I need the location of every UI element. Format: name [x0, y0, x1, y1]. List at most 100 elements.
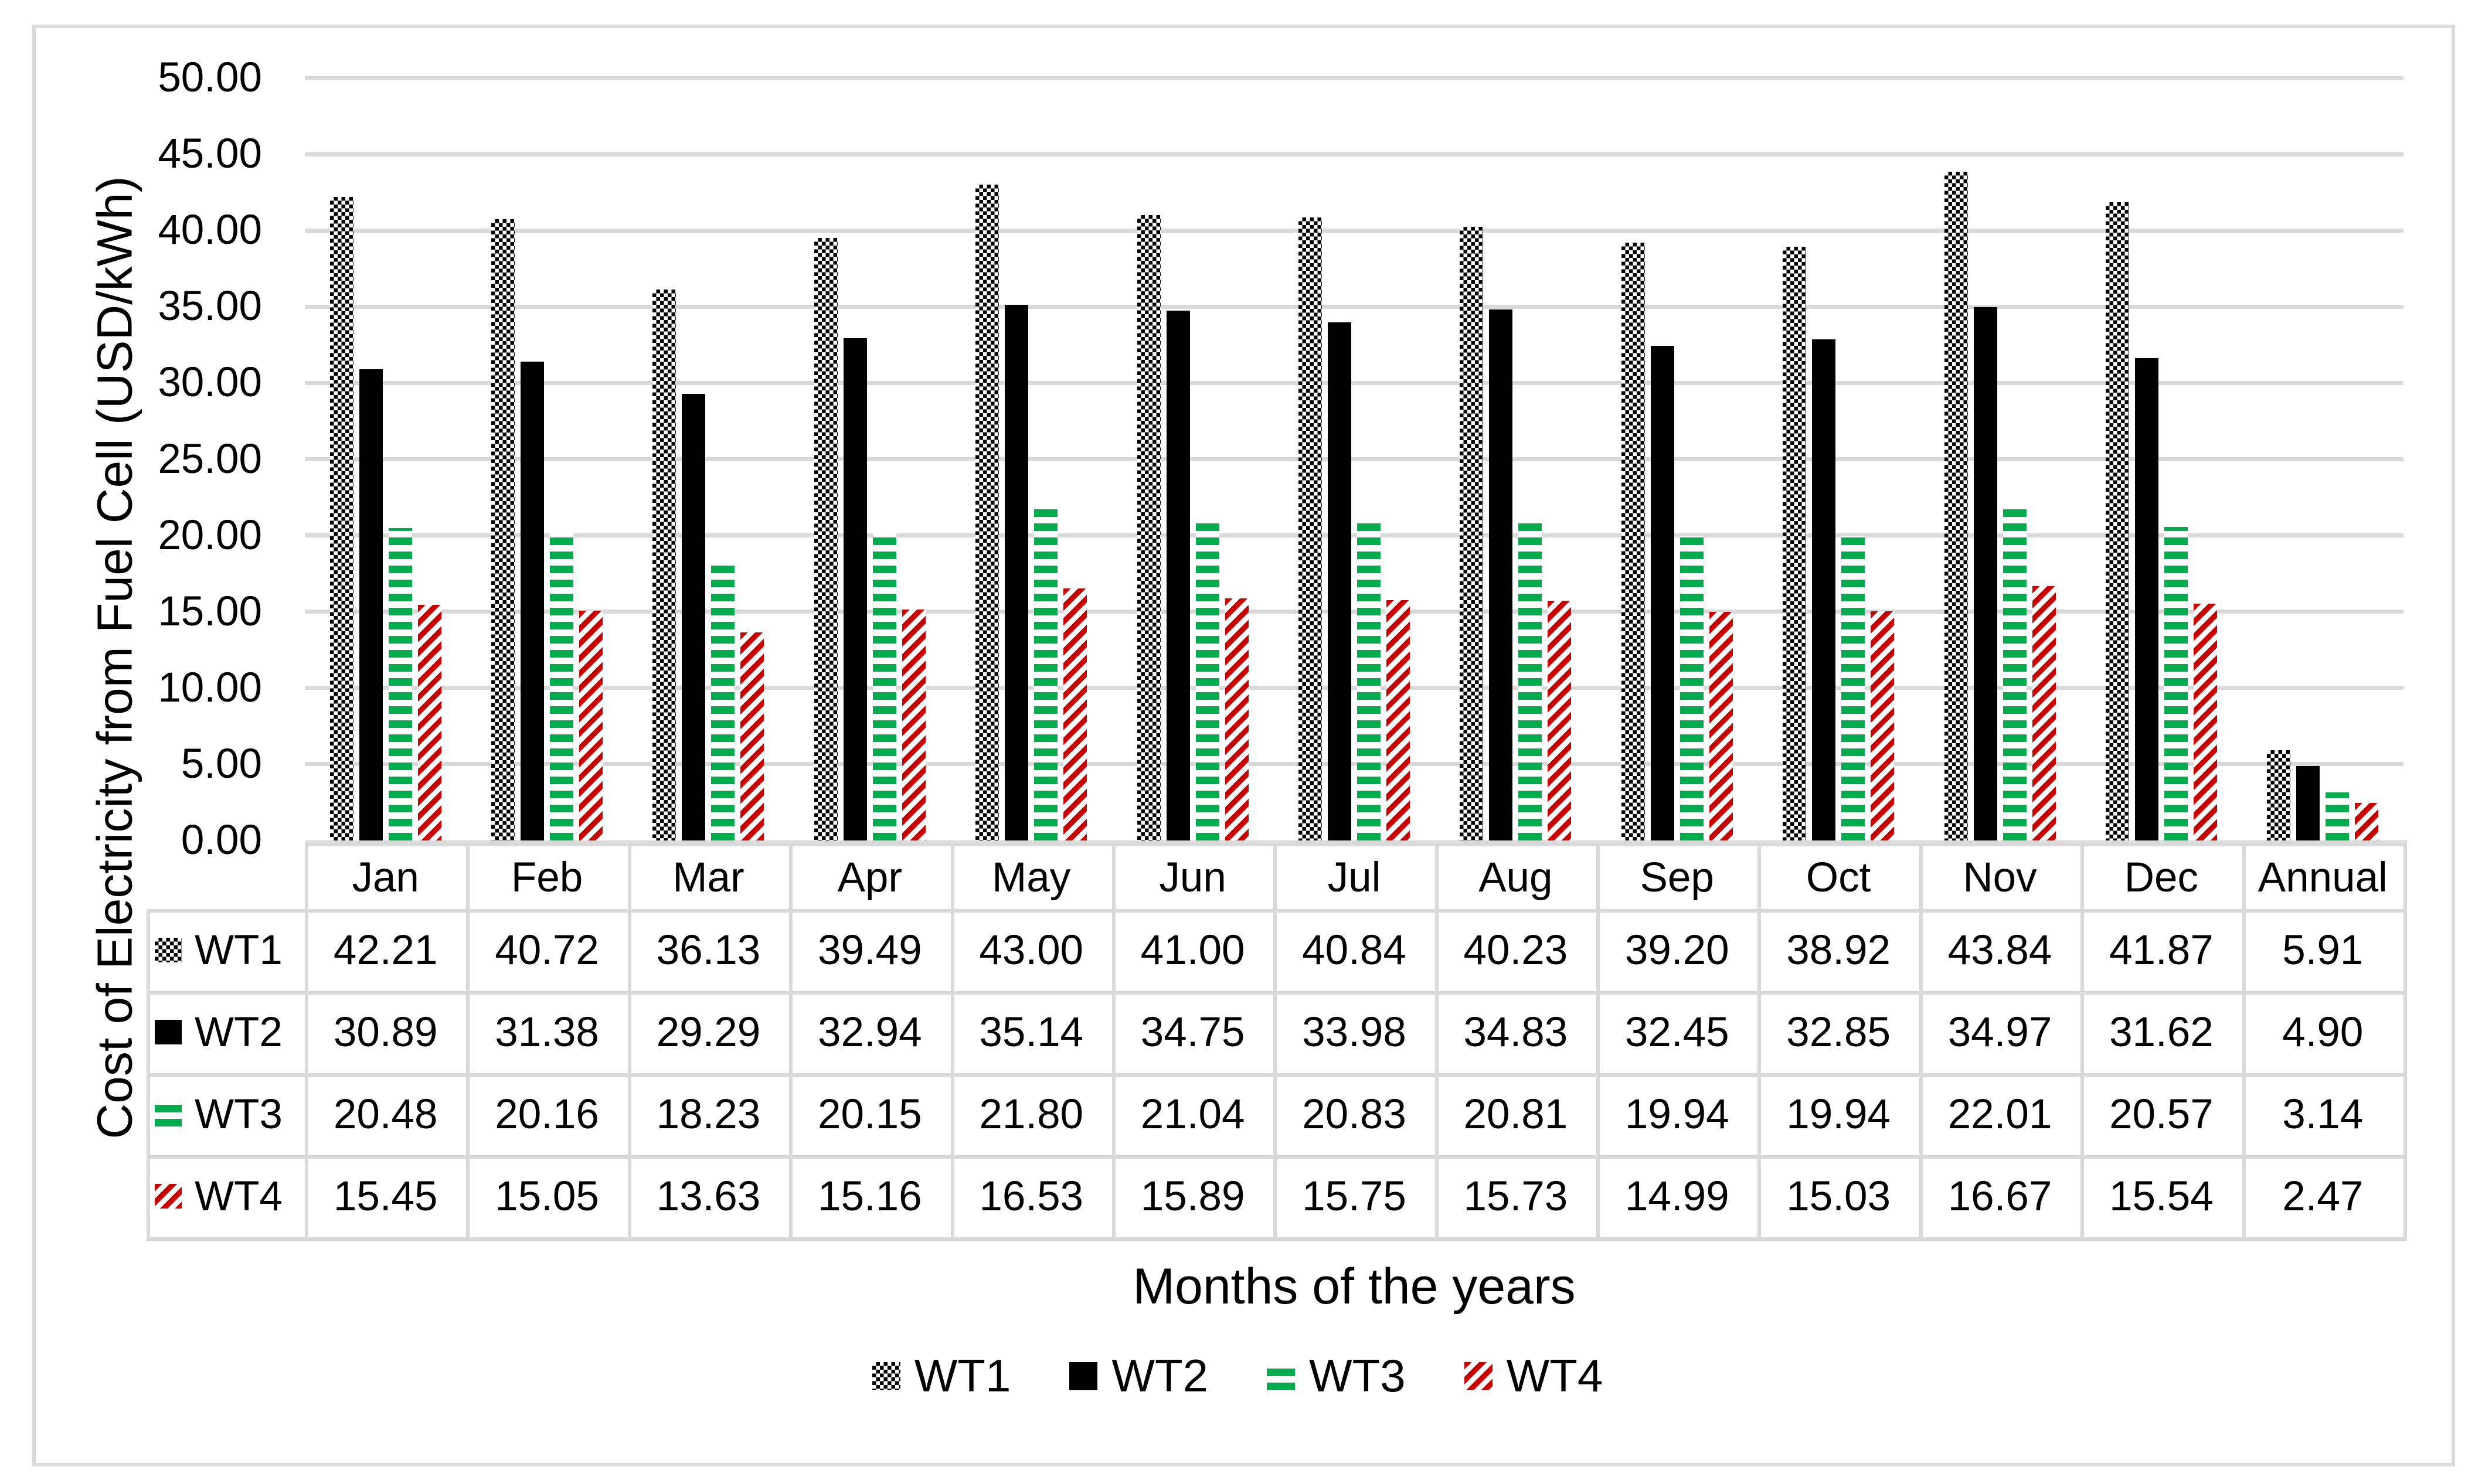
- legend-label: WT2: [1111, 1350, 1208, 1401]
- bar-wt2-dec: [2134, 358, 2158, 840]
- table-column-line: [1596, 840, 1600, 1241]
- table-cell-wt3-aug: 20.81: [1463, 1091, 1568, 1138]
- bar-wt3-mar: [711, 562, 735, 840]
- table-row-header-wt3: WT3: [147, 1073, 305, 1155]
- table-header-annual: Annual: [2258, 855, 2388, 901]
- gridline: [305, 533, 2403, 538]
- gridline: [305, 304, 2403, 309]
- bar-wt1-jun: [1137, 215, 1161, 840]
- legend-item-wt1: WT1: [872, 1349, 1011, 1403]
- table-row-header-wt1: WT1: [147, 909, 305, 991]
- gridline: [305, 380, 2403, 385]
- y-axis-tick-label: 20.00: [158, 512, 262, 559]
- bar-wt4-jan: [417, 604, 441, 840]
- table-row-header-wt2: WT2: [147, 991, 305, 1073]
- legend-item-wt2: WT2: [1069, 1349, 1208, 1403]
- bar-wt2-jun: [1166, 310, 1190, 840]
- table-cell-wt2-apr: 32.94: [817, 1009, 922, 1056]
- table-cell-wt1-feb: 40.72: [495, 927, 599, 974]
- bar-wt3-jan: [388, 528, 412, 840]
- legend-swatch-icon-wt2: [1069, 1362, 1098, 1390]
- table-cell-wt2-annual: 4.90: [2282, 1009, 2364, 1056]
- table-cell-wt4-nov: 16.67: [1947, 1173, 2052, 1220]
- table-row-header-wt4: WT4: [147, 1155, 305, 1237]
- table-cell-wt2-jan: 30.89: [333, 1009, 438, 1056]
- legend-label: WT1: [914, 1350, 1011, 1401]
- gridline: [305, 152, 2403, 156]
- series-key-icon-wt4: [155, 1184, 182, 1209]
- table-cell-wt3-mar: 18.23: [656, 1091, 761, 1138]
- bar-wt3-jun: [1195, 519, 1219, 840]
- legend-item-wt3: WT3: [1267, 1349, 1406, 1403]
- table-column-line: [627, 840, 631, 1241]
- table-cell-wt4-oct: 15.03: [1786, 1173, 1891, 1220]
- gridline: [305, 457, 2403, 461]
- table-cell-wt2-dec: 31.62: [2109, 1009, 2214, 1056]
- table-cell-wt1-sep: 39.20: [1624, 927, 1729, 974]
- bar-wt1-apr: [814, 238, 838, 840]
- legend-swatch-icon-wt1: [872, 1362, 900, 1390]
- bar-wt3-apr: [872, 533, 896, 840]
- table-cell-wt3-annual: 3.14: [2282, 1091, 2364, 1138]
- table-cell-wt3-oct: 19.94: [1786, 1091, 1891, 1138]
- table-cell-wt3-jan: 20.48: [333, 1091, 438, 1138]
- bar-wt1-aug: [1460, 227, 1484, 840]
- gridline: [305, 228, 2403, 233]
- bar-wt2-oct: [1812, 339, 1836, 840]
- bar-wt4-nov: [2032, 586, 2056, 840]
- bar-wt3-annual: [2326, 792, 2350, 840]
- table-cell-wt1-oct: 38.92: [1786, 927, 1891, 974]
- gridline: [305, 762, 2403, 767]
- bar-wt2-apr: [843, 338, 867, 840]
- bar-wt4-dec: [2193, 603, 2217, 840]
- table-cell-wt4-aug: 15.73: [1463, 1173, 1568, 1220]
- table-column-line: [305, 840, 308, 1241]
- table-cell-wt4-annual: 2.47: [2282, 1173, 2364, 1220]
- bar-wt4-jul: [1386, 600, 1410, 840]
- table-header-mar: Mar: [672, 855, 744, 901]
- y-axis-tick-label: 40.00: [158, 207, 262, 254]
- table-column-line: [147, 909, 150, 1241]
- bar-wt1-jul: [1298, 217, 1322, 840]
- table-column-line: [950, 840, 954, 1241]
- bar-wt2-mar: [682, 393, 706, 840]
- bar-wt4-aug: [1548, 600, 1572, 840]
- bar-wt2-aug: [1489, 309, 1513, 840]
- table-cell-wt4-mar: 13.63: [656, 1173, 761, 1220]
- table-cell-wt3-jul: 20.83: [1302, 1091, 1406, 1138]
- table-cell-wt4-jan: 15.45: [333, 1173, 438, 1220]
- bar-wt3-jul: [1357, 523, 1381, 840]
- bar-wt4-apr: [902, 609, 926, 840]
- bar-wt4-sep: [1709, 611, 1733, 840]
- bar-wt1-nov: [1944, 172, 1968, 840]
- table-column-line: [2080, 840, 2085, 1241]
- bar-wt1-mar: [652, 289, 676, 840]
- table-cell-wt2-may: 35.14: [979, 1009, 1084, 1056]
- table-cell-wt2-feb: 31.38: [495, 1009, 599, 1056]
- bar-wt1-jan: [329, 196, 353, 840]
- table-header-may: May: [992, 855, 1071, 901]
- table-cell-wt3-apr: 20.15: [817, 1091, 922, 1138]
- table-column-line: [2242, 840, 2246, 1241]
- series-label: WT2: [195, 1009, 283, 1056]
- table-column-line: [1757, 840, 1762, 1241]
- bar-wt4-may: [1063, 588, 1087, 840]
- table-cell-wt1-mar: 36.13: [656, 927, 761, 974]
- table-header-sep: Sep: [1640, 855, 1714, 901]
- bar-wt4-oct: [1871, 611, 1895, 840]
- series-label: WT1: [195, 927, 283, 974]
- table-cell-wt3-nov: 22.01: [1947, 1091, 2052, 1138]
- table-column-line: [1111, 840, 1116, 1241]
- x-axis-title: Months of the years: [1133, 1258, 1576, 1315]
- table-cell-wt1-annual: 5.91: [2282, 927, 2364, 974]
- y-axis-tick-label: 5.00: [181, 740, 262, 787]
- bar-wt1-annual: [2267, 750, 2291, 840]
- table-cell-wt1-may: 43.00: [979, 927, 1084, 974]
- bar-wt3-dec: [2164, 526, 2188, 840]
- table-cell-wt1-apr: 39.49: [817, 927, 922, 974]
- legend: WT1 WT2 WT3 WT4: [0, 1349, 2475, 1403]
- y-axis-tick-label: 45.00: [158, 131, 262, 178]
- gridline: [305, 686, 2403, 690]
- table-column-line: [1919, 840, 1923, 1241]
